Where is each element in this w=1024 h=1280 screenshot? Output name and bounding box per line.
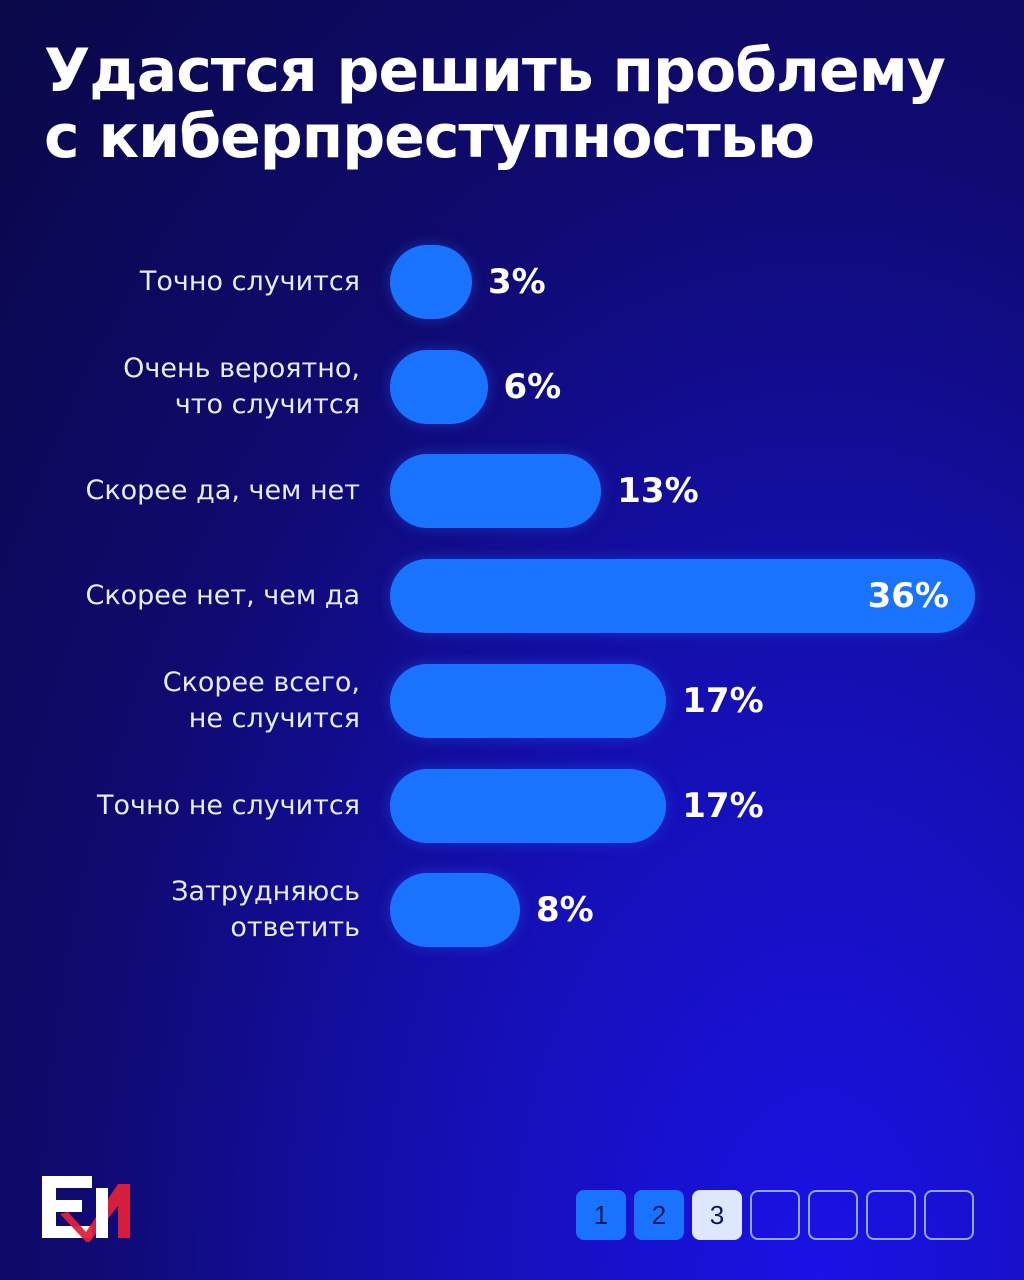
bar bbox=[390, 454, 602, 529]
value-label: 17% bbox=[682, 785, 764, 826]
chart-title-line-1: Удастся решить проблему bbox=[44, 36, 946, 106]
bar bbox=[390, 873, 520, 948]
category-label: Затрудняюсь ответить bbox=[171, 876, 360, 944]
logo-e-shape bbox=[42, 1176, 92, 1238]
category-label: Точно случится bbox=[139, 266, 360, 297]
page-indicator-box: 3 bbox=[692, 1190, 742, 1240]
chart-title: Удастся решить проблему с киберпреступно… bbox=[44, 38, 984, 170]
page-indicator-box: 2 bbox=[634, 1190, 684, 1240]
category-label: Скорее нет, чем да bbox=[85, 580, 360, 612]
value-label: 3% bbox=[488, 262, 546, 302]
page-indicator-box: 1 bbox=[576, 1190, 626, 1240]
bar bbox=[390, 559, 975, 634]
bar bbox=[390, 349, 488, 424]
page-indicator-box bbox=[924, 1190, 974, 1240]
bar bbox=[390, 663, 667, 738]
bar bbox=[390, 768, 667, 843]
brand-logo bbox=[42, 1176, 130, 1242]
logo-checkmark-shape bbox=[60, 1184, 130, 1242]
category-label: Скорее да, чем нет bbox=[85, 475, 360, 507]
category-label: Скорее всего, не случится bbox=[162, 666, 360, 734]
page-indicator-box bbox=[750, 1190, 800, 1240]
value-label: 8% bbox=[536, 890, 594, 931]
category-label: Точно не случится bbox=[97, 789, 360, 821]
page-indicator-box bbox=[808, 1190, 858, 1240]
chart-title-line-2: с киберпреступностью bbox=[44, 102, 815, 172]
bar bbox=[390, 245, 472, 319]
value-label: 17% bbox=[682, 680, 764, 721]
value-label: 13% bbox=[617, 471, 699, 512]
value-label: 36% bbox=[867, 576, 949, 617]
value-label: 6% bbox=[503, 366, 562, 407]
category-label: Очень вероятно, что случится bbox=[123, 352, 360, 420]
page-indicator-box bbox=[866, 1190, 916, 1240]
logo-m-shape bbox=[96, 1188, 108, 1238]
